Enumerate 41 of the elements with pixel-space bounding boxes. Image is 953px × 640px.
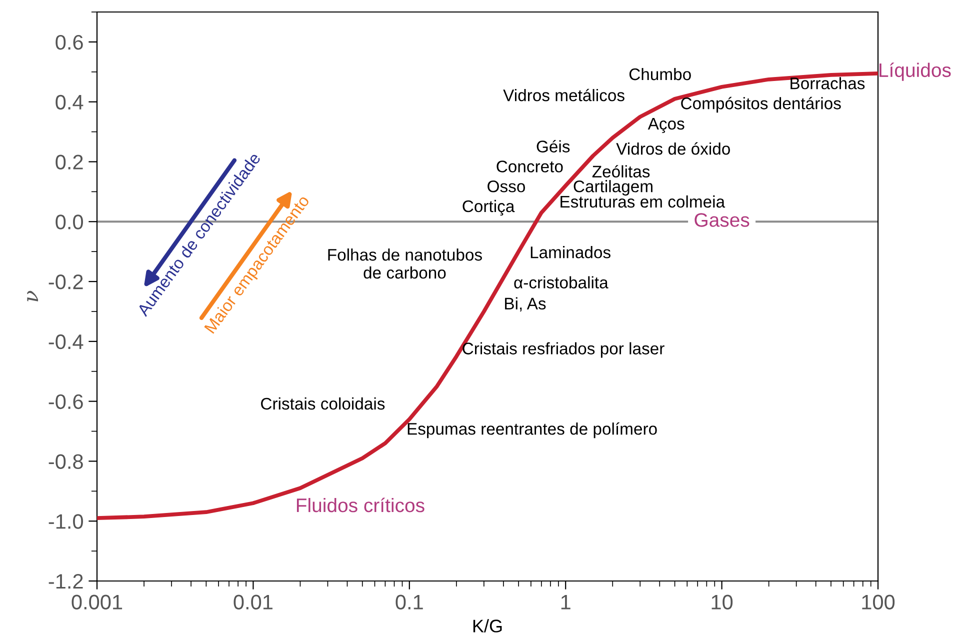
y-tick-label: -0.6 xyxy=(48,394,83,410)
annotation: Bi, As xyxy=(505,297,546,312)
y-tick-label: -0.8 xyxy=(48,454,83,469)
y-tick-label: 0.4 xyxy=(56,94,84,110)
annotation: Fluidos críticos xyxy=(296,498,424,512)
y-tick-label: 0.0 xyxy=(56,214,83,230)
annotation: Zeólitas xyxy=(592,165,650,178)
annotation: Cristais coloidais xyxy=(261,397,385,410)
ref-line-label: Gases xyxy=(694,213,750,227)
x-tick-label: 0.1 xyxy=(396,594,423,610)
annotation: Laminados xyxy=(530,246,610,258)
annotation: Aços xyxy=(648,118,684,133)
y-tick-label: -0.4 xyxy=(48,334,84,350)
annotation: Vidros metálicos xyxy=(503,88,624,102)
x-tick-label: 0.01 xyxy=(234,594,272,610)
annotation: Folhas de nanotubos de carbono xyxy=(328,248,482,279)
annotation: α-cristobalita xyxy=(514,276,608,288)
annotation: Concreto xyxy=(496,160,563,172)
annotation: Géis xyxy=(536,140,570,152)
annotation: Compósitos dentários xyxy=(681,96,841,113)
x-tick-label: 0.001 xyxy=(72,594,122,610)
y-tick-label: 0.6 xyxy=(56,34,83,50)
x-tick-label: 10 xyxy=(712,594,733,610)
annotation: Espumas reentrantes de polímero xyxy=(408,422,657,438)
y-tick-label: -0.2 xyxy=(48,274,83,290)
annotation: Vidros de óxido xyxy=(616,142,730,155)
y-tick-label: 0.2 xyxy=(56,154,83,170)
x-axis-title: K/G xyxy=(473,619,502,632)
annotation: Estruturas em colmeia xyxy=(560,195,726,208)
x-tick-label: 1 xyxy=(561,594,570,610)
annotation: Osso xyxy=(488,180,525,192)
annotation: Borrachas xyxy=(790,77,865,90)
y-axis-title: ν xyxy=(27,290,38,302)
y-tick-label: -1.2 xyxy=(48,574,83,589)
annotation: Cartilagem xyxy=(574,180,652,196)
annotation: Cortiça xyxy=(462,200,515,216)
text: Líquidos xyxy=(880,62,951,81)
annotation: Cristais resfriados por laser xyxy=(462,342,664,358)
y-tick-label: -1.0 xyxy=(48,514,83,529)
annotation: Chumbo xyxy=(629,68,691,80)
x-tick-label: 100 xyxy=(862,594,895,610)
